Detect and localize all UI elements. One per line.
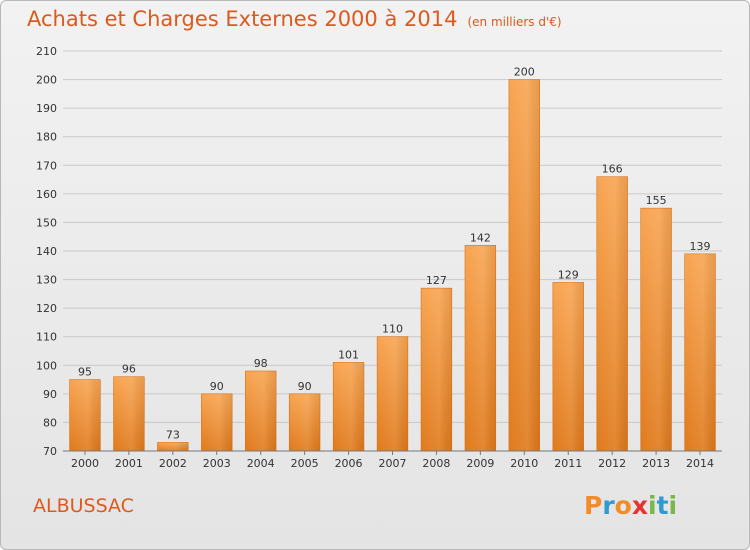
value-label: 200 bbox=[514, 66, 535, 79]
bar-shine bbox=[684, 253, 716, 451]
x-tick-label: 2003 bbox=[203, 457, 231, 470]
bar-shine bbox=[508, 79, 540, 452]
bar-shine bbox=[377, 336, 408, 451]
x-tick-label: 2002 bbox=[159, 457, 187, 470]
bar-shine bbox=[333, 362, 364, 451]
logo-letter: t bbox=[656, 491, 669, 520]
x-tick-label: 2001 bbox=[115, 457, 143, 470]
chart-title: Achats et Charges Externes 2000 à 2014 (e… bbox=[27, 7, 562, 31]
logo-letter: P bbox=[584, 491, 603, 520]
y-tick-label: 170 bbox=[36, 159, 57, 172]
bar-shine bbox=[201, 393, 233, 451]
bar-shine bbox=[596, 176, 628, 451]
value-label: 155 bbox=[646, 194, 667, 207]
value-label: 95 bbox=[78, 366, 92, 379]
value-label: 110 bbox=[382, 323, 403, 336]
y-tick-label: 210 bbox=[36, 45, 57, 58]
logo-letter: i bbox=[648, 491, 657, 520]
x-tick-label: 2007 bbox=[379, 457, 407, 470]
y-tick-label: 80 bbox=[43, 416, 57, 429]
x-tick-label: 2010 bbox=[510, 457, 538, 470]
value-label: 127 bbox=[426, 274, 447, 287]
chart-title-text: Achats et Charges Externes 2000 à 2014 bbox=[27, 7, 458, 31]
proxiti-logo: Proxiti bbox=[584, 491, 677, 520]
logo-letter: i bbox=[668, 491, 678, 520]
bar-shine bbox=[640, 208, 672, 451]
y-tick-label: 120 bbox=[36, 302, 57, 315]
y-tick-label: 160 bbox=[36, 188, 57, 201]
x-tick-label: 2004 bbox=[247, 457, 275, 470]
bar-shine bbox=[157, 442, 189, 451]
value-label: 129 bbox=[558, 268, 579, 281]
logo-letter: r bbox=[602, 491, 615, 520]
x-axis-ticks: 2000 2001 2002 2003 2004 2005 2006 2007 2008 2009… bbox=[71, 451, 714, 470]
y-tick-label: 70 bbox=[43, 445, 57, 458]
y-tick-label: 130 bbox=[36, 274, 57, 287]
value-label: 139 bbox=[690, 240, 711, 253]
y-tick-label: 140 bbox=[36, 245, 57, 258]
logo-letter: x bbox=[631, 491, 648, 520]
bar-shine bbox=[464, 245, 496, 451]
y-tick-label: 90 bbox=[43, 388, 57, 401]
bar-shine bbox=[69, 379, 101, 451]
bar-shine bbox=[552, 282, 584, 451]
value-label: 98 bbox=[254, 357, 268, 370]
value-label: 90 bbox=[298, 380, 312, 393]
y-tick-label: 180 bbox=[36, 131, 57, 144]
value-label: 166 bbox=[602, 163, 623, 176]
bars bbox=[69, 79, 716, 452]
y-axis-ticks: 70 80 90 100 110 120 130 140 150 160 170 180 190 200 2… bbox=[36, 45, 57, 458]
value-label: 142 bbox=[470, 231, 491, 244]
x-tick-label: 2009 bbox=[466, 457, 494, 470]
x-tick-label: 2013 bbox=[642, 457, 670, 470]
x-tick-label: 2012 bbox=[598, 457, 626, 470]
bar-shine bbox=[245, 371, 277, 451]
logo-letter: o bbox=[614, 491, 632, 520]
x-tick-label: 2014 bbox=[686, 457, 714, 470]
y-tick-label: 150 bbox=[36, 216, 57, 229]
x-tick-label: 2005 bbox=[291, 457, 319, 470]
x-tick-label: 2006 bbox=[335, 457, 363, 470]
value-labels: 95 96 73 90 98 90 101 110 127 142 200 129 166 155 139 bbox=[78, 66, 711, 442]
y-tick-label: 200 bbox=[36, 74, 57, 87]
x-tick-label: 2000 bbox=[71, 457, 99, 470]
y-tick-label: 100 bbox=[36, 359, 57, 372]
value-label: 96 bbox=[122, 363, 136, 376]
value-label: 73 bbox=[166, 428, 180, 441]
bar-shine bbox=[289, 393, 321, 451]
value-label: 90 bbox=[210, 380, 224, 393]
x-tick-label: 2008 bbox=[422, 457, 450, 470]
commune-name: ALBUSSAC bbox=[33, 495, 134, 517]
value-label: 101 bbox=[338, 348, 359, 361]
bar-shine bbox=[113, 376, 145, 451]
y-tick-label: 110 bbox=[36, 331, 57, 344]
y-tick-label: 190 bbox=[36, 102, 57, 115]
chart-subtitle: (en milliers d'€) bbox=[467, 15, 562, 29]
bar-shine bbox=[421, 288, 452, 451]
x-tick-label: 2011 bbox=[554, 457, 582, 470]
